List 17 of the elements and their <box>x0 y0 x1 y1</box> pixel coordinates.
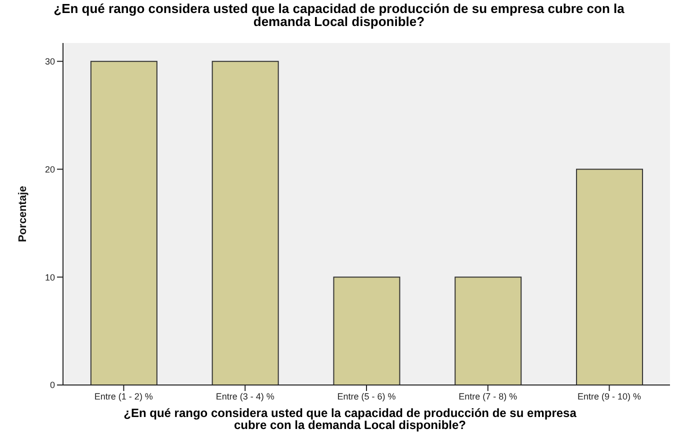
x-axis-title: ¿En qué rango considera usted que la capacidad de producción de su empresa cubre con la demanda Local disponible? <box>122 406 578 432</box>
y-axis-title: Porcentaje <box>16 186 29 242</box>
x-tick-label: Entre (9 - 10) % <box>578 391 642 402</box>
x-tick-label: Entre (7 - 8) % <box>458 391 518 402</box>
chart-title: ¿En qué rango considera usted que la capacidad de producción de su empresa cubre con la demanda Local disponible? <box>52 1 626 29</box>
y-tick-label: 10 <box>44 272 55 282</box>
y-tick-label: 20 <box>44 164 55 174</box>
bar <box>212 60 279 385</box>
y-tick-label: 0 <box>50 380 55 390</box>
x-tick-label: Entre (5 - 6) % <box>337 391 396 402</box>
y-tick-label: 30 <box>44 56 55 67</box>
x-tick-label: Entre (1 - 2) % <box>94 391 153 402</box>
bar <box>454 276 522 385</box>
bar <box>576 168 644 385</box>
bar <box>333 276 400 385</box>
bar <box>90 60 158 385</box>
x-tick-label: Entre (3 - 4) % <box>216 391 274 402</box>
